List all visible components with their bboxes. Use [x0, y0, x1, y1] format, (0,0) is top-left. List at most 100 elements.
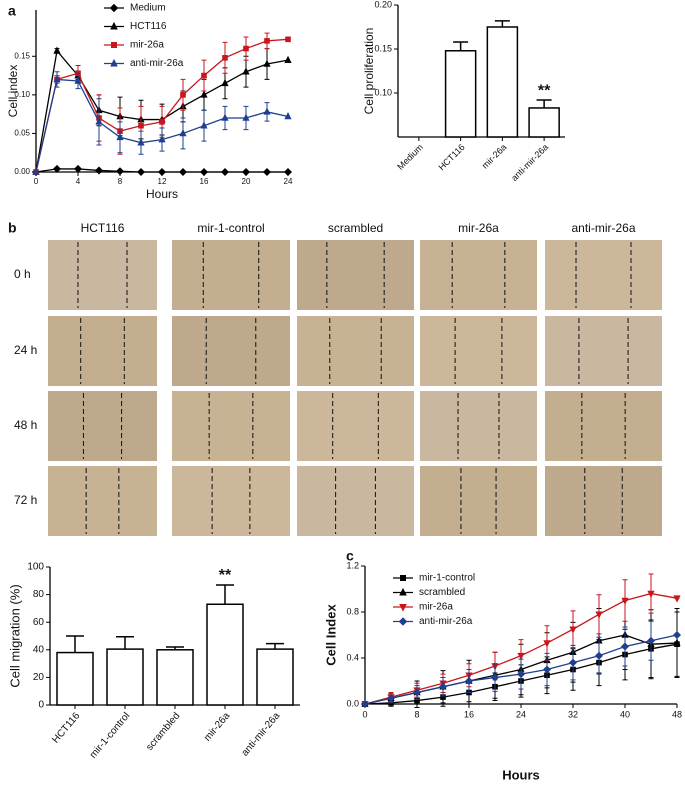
marker: [138, 122, 144, 129]
x-tick-label: 32: [568, 709, 578, 719]
x-tick-label: mir-26a: [480, 142, 509, 171]
micrograph: [420, 316, 537, 386]
x-tick-label: 48: [672, 709, 682, 719]
marker: [200, 121, 208, 129]
marker: [94, 166, 104, 175]
error-bar: [266, 642, 284, 650]
micrograph: [48, 316, 157, 386]
marker: [412, 688, 422, 697]
micrograph: [420, 466, 537, 536]
micrograph: [48, 391, 157, 461]
error-bar: [66, 635, 84, 653]
x-axis-title: Hours: [502, 767, 540, 782]
x-tick-label: 8: [414, 709, 419, 719]
error-bar: [116, 635, 134, 650]
marker: [74, 76, 82, 84]
micrograph: [297, 391, 414, 461]
marker: [568, 658, 578, 667]
legend-marker: [399, 587, 407, 596]
marker: [543, 640, 551, 648]
y-tick-label: 0.00: [14, 167, 30, 176]
y-tick-label: 100: [27, 562, 44, 573]
panel-label: a: [8, 3, 16, 19]
marker: [673, 638, 681, 646]
x-tick-label: HCT116: [50, 710, 82, 745]
x-tick-label: 0: [34, 177, 39, 186]
x-tick-label: 24: [284, 177, 293, 186]
x-tick-label: 40: [620, 709, 630, 719]
marker: [284, 112, 292, 120]
micrograph: [172, 316, 290, 386]
marker: [673, 595, 681, 603]
marker: [263, 59, 271, 67]
micrograph: [420, 391, 537, 461]
y-tick-label: 0.8: [346, 606, 359, 616]
marker: [95, 117, 103, 125]
marker: [200, 90, 208, 98]
micrograph: [48, 240, 157, 310]
marker: [53, 46, 61, 54]
legend-label: mir-26a: [419, 602, 453, 613]
y-tick-label: 0.0: [346, 698, 359, 708]
error-bar: [494, 20, 510, 27]
legend-label: anti-mir-26a: [130, 58, 184, 69]
row-label: 24 h: [14, 343, 37, 357]
legend-label: mir-1-control: [419, 573, 475, 584]
row-label: 48 h: [14, 418, 37, 432]
y-axis-title: Cell index: [6, 65, 20, 118]
marker: [221, 78, 229, 87]
bar: [486, 26, 519, 138]
marker: [263, 107, 271, 115]
x-tick-label: 16: [464, 709, 474, 719]
marker: [115, 167, 125, 176]
y-axis-title: Cell migration (%): [7, 584, 22, 687]
marker: [285, 36, 291, 43]
bar: [106, 648, 144, 706]
marker: [136, 167, 146, 177]
micrograph: [172, 466, 290, 536]
micrograph: [545, 240, 662, 310]
marker: [620, 642, 630, 651]
x-tick-label: mir-1-control: [88, 711, 133, 761]
y-tick-label: 0.10: [14, 90, 30, 99]
marker: [220, 167, 230, 177]
marker: [201, 72, 207, 79]
legend-marker: [398, 617, 408, 626]
marker: [32, 167, 40, 175]
x-tick-label: Medium: [395, 142, 425, 172]
x-tick-label: 20: [242, 177, 251, 186]
x-tick-label: mir-26a: [202, 710, 232, 743]
y-tick-label: 0.15: [374, 43, 392, 53]
micrograph: [297, 240, 414, 310]
x-axis-title: Hours: [146, 187, 178, 201]
micrograph: [545, 316, 662, 386]
column-label: HCT116: [81, 221, 125, 235]
x-tick-label: scrambled: [144, 711, 182, 753]
y-tick-label: 40: [33, 644, 45, 655]
legend-label: anti-mir-26a: [419, 616, 473, 627]
marker: [73, 164, 83, 173]
y-tick-label: 0.4: [346, 652, 359, 662]
legend-marker: [110, 21, 118, 30]
marker: [242, 113, 250, 121]
y-tick-label: 60: [33, 617, 45, 628]
marker: [264, 38, 270, 44]
legend-marker: [109, 3, 119, 13]
x-tick-label: 8: [118, 177, 123, 186]
y-axis-title: Cell proliferation: [362, 28, 376, 115]
x-tick-label: 12: [158, 177, 167, 186]
error-bar: [216, 584, 234, 605]
marker: [157, 167, 167, 177]
panel-label: b: [8, 220, 17, 236]
micrograph: [420, 240, 537, 310]
x-tick-label: 24: [516, 709, 526, 719]
marker: [284, 55, 292, 63]
row-label: 72 h: [14, 493, 37, 507]
y-tick-label: 0.20: [374, 0, 392, 9]
marker: [262, 167, 272, 177]
x-tick-label: anti-mir-26a: [509, 142, 550, 183]
x-tick-label: HCT116: [436, 142, 466, 172]
legend-marker: [110, 58, 118, 67]
y-tick-label: 1.2: [346, 560, 359, 570]
y-tick-label: 20: [33, 672, 45, 683]
